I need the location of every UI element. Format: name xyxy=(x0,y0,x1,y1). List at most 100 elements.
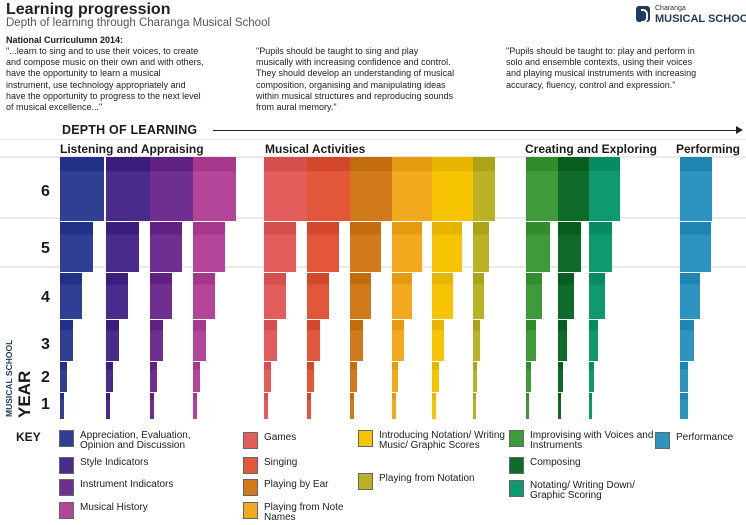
progression-bar xyxy=(473,273,484,319)
charanga-logo-icon xyxy=(636,6,650,23)
key-label: Composing xyxy=(530,457,581,468)
progression-bar-band xyxy=(264,393,268,400)
progression-bar-band xyxy=(264,273,286,285)
year-2-label: 2 xyxy=(41,369,50,386)
progression-bar xyxy=(473,320,480,361)
progression-bar-band xyxy=(589,393,592,400)
progression-bar xyxy=(106,393,110,419)
depth-of-learning-label: DEPTH OF LEARNING xyxy=(62,123,198,137)
progression-bar-band xyxy=(432,222,462,235)
key-swatch xyxy=(243,502,258,519)
key-title: KEY xyxy=(16,430,41,444)
progression-bar xyxy=(432,362,439,392)
progression-bar-band xyxy=(589,362,594,370)
progression-bar-band xyxy=(473,320,480,331)
progression-bar-band xyxy=(392,273,412,285)
key-swatch xyxy=(655,432,670,449)
progression-bar-band xyxy=(473,362,477,370)
progression-bar xyxy=(106,362,113,392)
category-creating-exploring: Creating and Exploring xyxy=(525,142,658,156)
key-swatch xyxy=(243,432,258,449)
progression-bar xyxy=(150,362,157,392)
progression-bar-band xyxy=(150,273,172,285)
progression-bar-band xyxy=(193,362,200,370)
year-6-label: 6 xyxy=(41,183,50,200)
year-4-label: 4 xyxy=(41,289,50,306)
progression-bar-band xyxy=(473,273,484,285)
key-swatch xyxy=(509,480,524,497)
key-label: Style Indicators xyxy=(80,457,149,468)
charanga-logo: Charanga MUSICAL SCHOOL xyxy=(636,5,746,27)
progression-bar-band xyxy=(264,320,277,331)
key-label: Playing from Notation xyxy=(379,473,475,484)
progression-bar xyxy=(392,362,398,392)
progression-bar xyxy=(558,393,561,419)
curriculum-quote-3: "Pupils should be taught to: play and pe… xyxy=(506,46,697,90)
national-curriculum-heading: National Curriculumn 2014: xyxy=(6,35,124,45)
progression-bar-band xyxy=(60,157,104,171)
progression-bar-band xyxy=(307,362,314,370)
key-label: Musical History xyxy=(80,502,148,513)
key-label: Singing xyxy=(264,457,298,468)
progression-bar-band xyxy=(307,320,320,331)
progression-bar-band xyxy=(680,273,700,285)
key-label: Playing from Note Names xyxy=(264,502,344,523)
progression-bar xyxy=(60,362,67,392)
progression-bar-band xyxy=(106,320,119,331)
progression-bar-band xyxy=(558,222,581,235)
progression-bar xyxy=(307,393,311,419)
progression-bar-band xyxy=(150,393,154,400)
progression-bar xyxy=(589,393,592,419)
progression-bar-band xyxy=(106,222,139,235)
progression-bar xyxy=(473,362,477,392)
progression-bar-band xyxy=(473,157,495,171)
progression-bar-band xyxy=(558,320,567,331)
progression-bar-band xyxy=(526,222,550,235)
progression-bar xyxy=(589,362,594,392)
progression-bar-band xyxy=(473,222,489,235)
progression-bar-band xyxy=(589,273,605,285)
progression-bar-band xyxy=(392,157,432,171)
progression-bar-band xyxy=(307,222,339,235)
curriculum-quote-1: "...learn to sing and to use their voice… xyxy=(6,46,204,113)
progression-bar xyxy=(350,362,357,392)
progression-bar xyxy=(558,362,563,392)
progression-bar xyxy=(264,362,271,392)
key-label: Playing by Ear xyxy=(264,479,329,490)
key-swatch xyxy=(59,457,74,474)
progression-bar xyxy=(193,393,197,419)
progression-bar-band xyxy=(264,222,296,235)
progression-bar-band xyxy=(60,362,67,370)
progression-bar-band xyxy=(60,222,93,235)
year-5-label: 5 xyxy=(41,240,50,257)
key-label: Notating/ Writing Down/ Graphic Scoring xyxy=(530,480,635,501)
progression-bar-band xyxy=(150,222,182,235)
key-label: Instrument Indicators xyxy=(80,479,174,490)
key-label: Improvising with Voices and Instruments xyxy=(530,430,654,451)
progression-bar-band xyxy=(526,362,531,370)
category-listening-appraising: Listening and Appraising xyxy=(60,142,204,156)
progression-bar-band xyxy=(526,393,529,400)
progression-bar xyxy=(150,393,154,419)
progression-bar-band xyxy=(558,362,563,370)
progression-bar xyxy=(558,320,567,361)
progression-bar-band xyxy=(350,320,363,331)
progression-bar xyxy=(432,393,436,419)
progression-bar-band xyxy=(350,393,354,400)
category-performing: Performing xyxy=(676,142,741,156)
progression-bar-band xyxy=(150,362,157,370)
progression-bar-band xyxy=(307,393,311,400)
progression-bar-band xyxy=(106,157,150,171)
depth-arrow-head xyxy=(736,126,743,134)
progression-bar-band xyxy=(60,320,73,331)
key-swatch xyxy=(59,430,74,447)
category-musical-activities: Musical Activities xyxy=(265,142,366,156)
progression-bar xyxy=(680,362,688,392)
progression-bar-band xyxy=(193,157,236,171)
progression-bar-band xyxy=(680,157,712,171)
progression-bar-band xyxy=(307,273,329,285)
progression-bar xyxy=(589,320,598,361)
progression-bar xyxy=(526,393,529,419)
progression-bar-band xyxy=(432,157,473,171)
progression-bar-band xyxy=(193,393,197,400)
